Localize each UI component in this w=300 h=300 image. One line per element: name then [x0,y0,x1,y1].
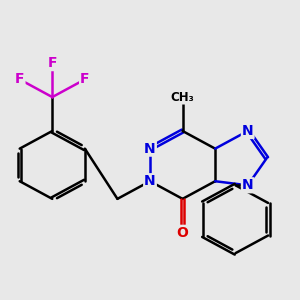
Text: N: N [242,178,254,192]
Text: F: F [15,72,24,86]
Text: F: F [47,56,57,70]
Text: N: N [242,124,254,138]
Text: O: O [177,226,188,240]
Text: N: N [144,174,156,188]
Text: F: F [80,72,90,86]
Text: N: N [144,142,156,156]
Text: CH₃: CH₃ [171,91,194,103]
